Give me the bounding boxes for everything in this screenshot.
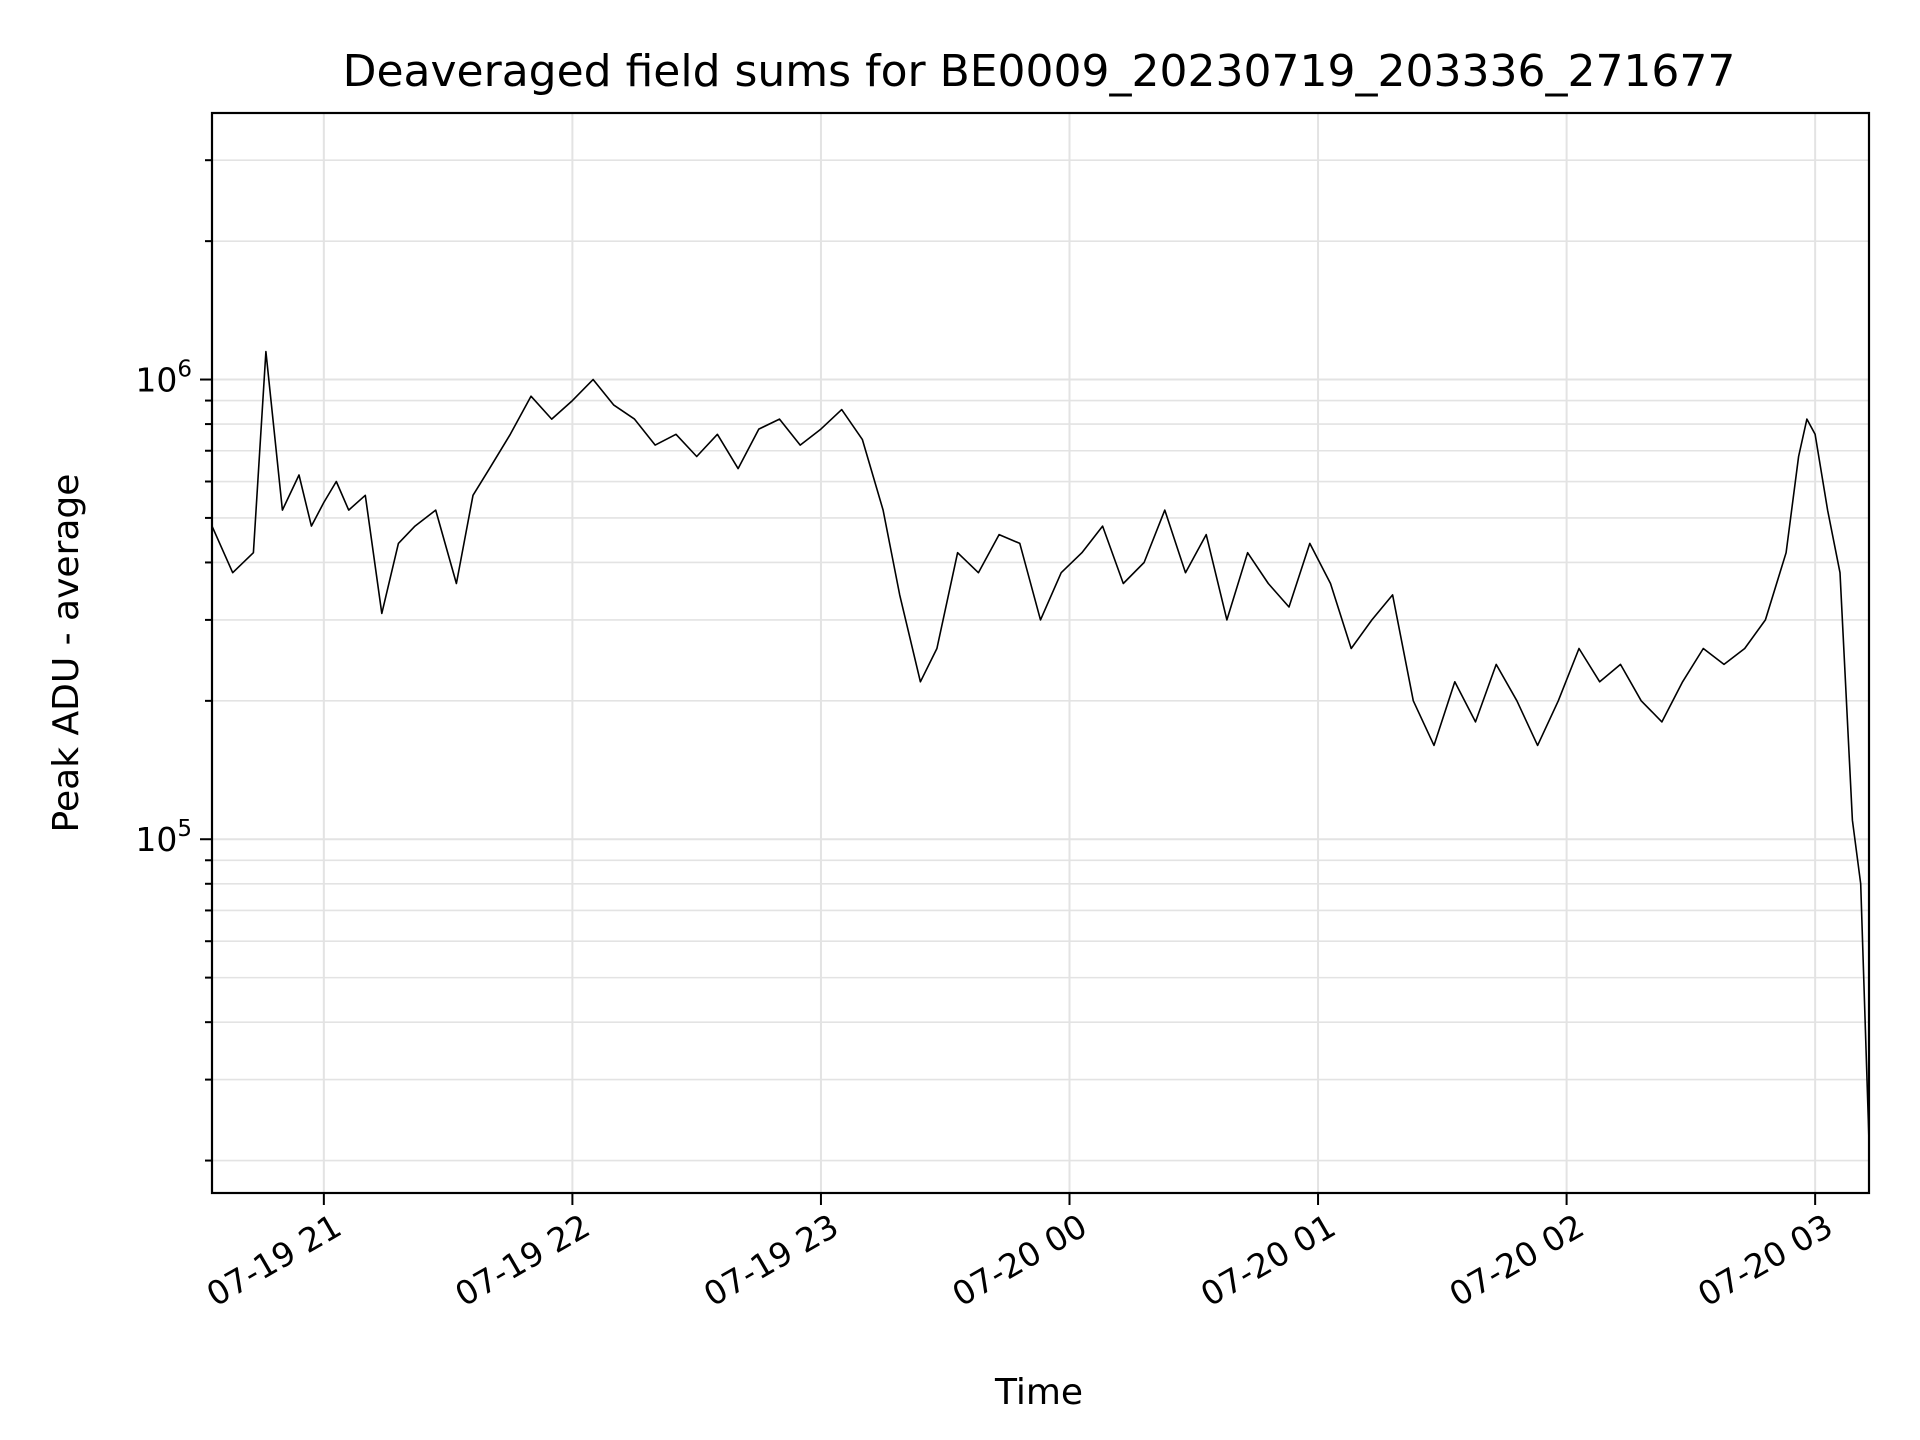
x-tick-label: 07-19 23	[697, 1206, 845, 1314]
x-tick-label: 07-20 02	[1443, 1206, 1591, 1314]
grid-lines	[212, 113, 1869, 1193]
series-layer	[211, 350, 1870, 1142]
x-tick-label: 07-20 01	[1194, 1206, 1342, 1314]
x-tick-label: 07-19 22	[448, 1206, 596, 1314]
x-axis: 07-19 21 07-19 22 07-19 23 07-20 00 07-20 01…	[200, 1193, 1839, 1314]
plot-frame	[210, 111, 1871, 1195]
y-axis: 105 106	[135, 159, 212, 1162]
y-tick-label: 106	[135, 357, 192, 400]
y-axis-label: Peak ADU - average	[46, 474, 87, 833]
x-tick-label: 07-20 03	[1691, 1206, 1839, 1314]
chart-title: Deaveraged field sums for BE0009_2023071…	[343, 46, 1736, 97]
x-tick-label: 07-20 00	[946, 1206, 1094, 1314]
series-line	[211, 350, 1870, 1142]
x-axis-label: Time	[994, 1372, 1083, 1413]
y-tick-label: 105	[135, 816, 192, 859]
x-tick-label: 07-19 21	[200, 1206, 348, 1314]
